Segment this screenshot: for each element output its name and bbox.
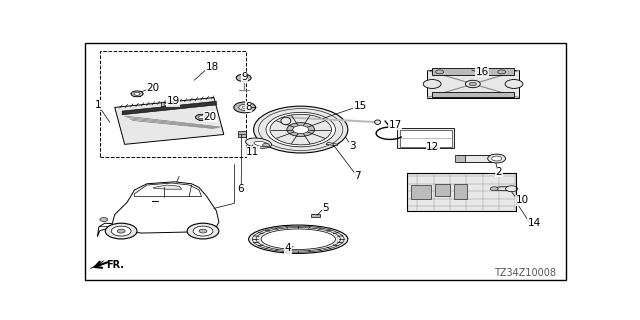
- Circle shape: [270, 114, 332, 145]
- Bar: [397, 128, 454, 148]
- Text: 3: 3: [349, 141, 356, 151]
- Circle shape: [262, 143, 269, 147]
- Text: 6: 6: [237, 184, 244, 194]
- Bar: [310, 214, 319, 217]
- Circle shape: [465, 80, 480, 88]
- Polygon shape: [154, 185, 182, 189]
- Polygon shape: [97, 182, 219, 237]
- Text: 12: 12: [426, 142, 440, 152]
- Circle shape: [492, 156, 502, 161]
- Text: 18: 18: [205, 62, 219, 72]
- Ellipse shape: [374, 120, 381, 124]
- Bar: [428, 70, 519, 98]
- Circle shape: [469, 82, 476, 86]
- Text: 20: 20: [146, 84, 159, 93]
- Text: 5: 5: [322, 203, 329, 213]
- Bar: [435, 184, 449, 196]
- Text: 10: 10: [515, 195, 529, 205]
- Circle shape: [117, 229, 125, 233]
- Circle shape: [505, 80, 523, 88]
- Polygon shape: [134, 183, 202, 196]
- Ellipse shape: [249, 225, 348, 253]
- Circle shape: [134, 92, 140, 95]
- Circle shape: [106, 223, 137, 239]
- Circle shape: [199, 229, 207, 233]
- Text: 9: 9: [241, 72, 248, 82]
- Circle shape: [287, 123, 315, 136]
- Circle shape: [100, 218, 108, 221]
- Bar: [100, 51, 246, 157]
- Bar: [408, 173, 516, 211]
- Circle shape: [111, 226, 131, 236]
- Bar: [400, 130, 452, 147]
- Bar: [432, 68, 514, 75]
- Text: 4: 4: [285, 243, 291, 253]
- Polygon shape: [326, 142, 338, 146]
- Circle shape: [506, 186, 518, 192]
- Text: 16: 16: [476, 67, 489, 77]
- Circle shape: [423, 80, 441, 88]
- Bar: [412, 185, 431, 198]
- Circle shape: [498, 70, 506, 74]
- Circle shape: [490, 187, 498, 191]
- Text: 8: 8: [245, 102, 252, 112]
- Circle shape: [236, 74, 251, 82]
- Bar: [457, 156, 492, 162]
- Ellipse shape: [246, 138, 271, 148]
- Circle shape: [239, 104, 251, 110]
- Text: 1: 1: [95, 100, 102, 110]
- Bar: [432, 92, 514, 97]
- Circle shape: [242, 106, 247, 108]
- Bar: [237, 131, 246, 137]
- Circle shape: [198, 116, 205, 119]
- Text: 17: 17: [388, 120, 402, 130]
- Circle shape: [488, 154, 506, 163]
- Circle shape: [196, 114, 207, 120]
- Circle shape: [234, 102, 255, 113]
- Circle shape: [193, 226, 213, 236]
- Circle shape: [266, 112, 335, 147]
- Text: 14: 14: [527, 218, 541, 228]
- Polygon shape: [115, 98, 224, 144]
- Bar: [408, 173, 516, 211]
- Bar: [454, 184, 467, 198]
- Text: TZ34Z10008: TZ34Z10008: [494, 268, 556, 278]
- Text: 11: 11: [246, 147, 259, 157]
- Text: 19: 19: [167, 96, 180, 106]
- Ellipse shape: [494, 187, 514, 191]
- Text: 15: 15: [354, 101, 367, 111]
- Bar: [456, 155, 465, 162]
- Bar: [164, 103, 170, 105]
- Circle shape: [131, 91, 143, 97]
- Circle shape: [253, 106, 348, 153]
- Bar: [161, 102, 173, 106]
- Text: 20: 20: [203, 111, 216, 122]
- Circle shape: [187, 223, 219, 239]
- Circle shape: [436, 70, 444, 74]
- Circle shape: [292, 126, 308, 133]
- Polygon shape: [90, 261, 104, 269]
- Polygon shape: [122, 101, 216, 115]
- Ellipse shape: [261, 229, 335, 250]
- Text: FR.: FR.: [106, 260, 124, 270]
- Ellipse shape: [281, 117, 291, 124]
- Text: 7: 7: [355, 171, 361, 181]
- Ellipse shape: [254, 141, 268, 147]
- Text: 2: 2: [495, 167, 502, 177]
